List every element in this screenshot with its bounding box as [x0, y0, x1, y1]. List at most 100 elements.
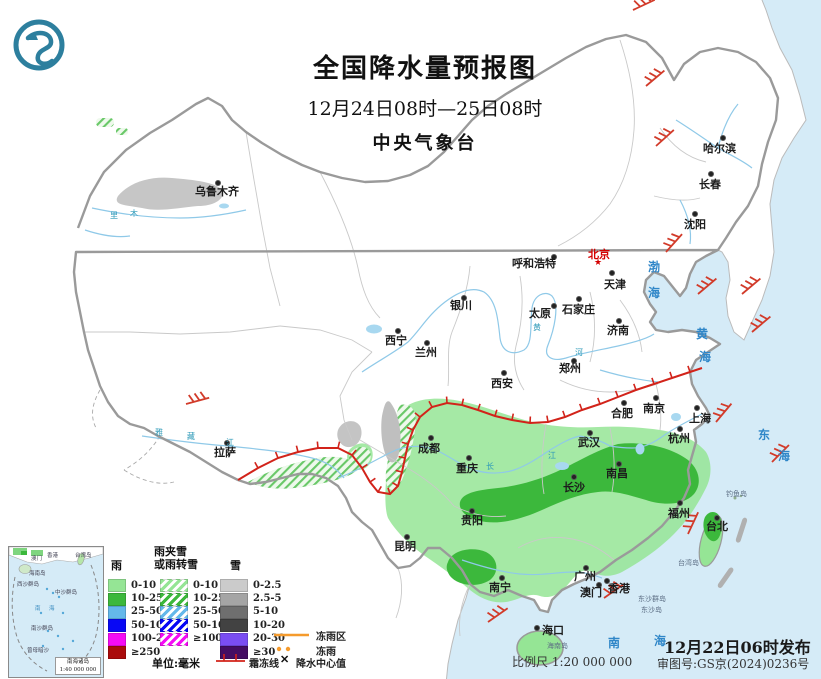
legend-sleet-title-2: 或雨转雪 — [154, 558, 198, 571]
city-dot — [587, 430, 593, 436]
sea-label: 渤 — [648, 260, 662, 274]
frost-line-icon — [216, 654, 245, 662]
precip-center-label: 降水中心值 — [296, 659, 346, 670]
legend-swatch — [220, 619, 248, 633]
diaoyu-islands — [733, 494, 743, 500]
city-label-西宁: 西宁 — [385, 334, 407, 347]
map-scale: 比例尺 1:20 000 000 — [512, 655, 633, 669]
city-dot — [534, 625, 540, 631]
legend-range-label: ≥100 — [193, 633, 223, 645]
city-label-乌鲁木齐: 乌鲁木齐 — [195, 185, 239, 198]
inset-caption-name: 南海诸岛 — [66, 658, 89, 665]
legend-range-label: 50-100 — [193, 619, 232, 631]
legend-range-label: 50-100 — [131, 619, 170, 631]
inset-label: 曾母暗沙 — [27, 648, 50, 654]
legend-range-label: 0-10 — [193, 579, 219, 591]
city-dot — [720, 135, 726, 141]
legend-swatch — [160, 632, 188, 646]
city-dot — [616, 318, 622, 324]
city-dot — [499, 575, 505, 581]
legend-swatch — [220, 592, 248, 606]
city-dot — [469, 508, 475, 514]
city-dot — [461, 295, 467, 301]
legend-row-rain: 10-25 — [108, 592, 177, 606]
legend-swatch — [108, 646, 126, 660]
city-label-银川: 银川 — [450, 299, 472, 312]
legend-range-label: 5-10 — [253, 606, 279, 618]
city-dot — [215, 180, 221, 186]
legend-sleet-title-1: 雨夹雪 — [154, 545, 187, 558]
island-label: 台湾岛 — [678, 559, 699, 567]
legend-range-label: ≥250 — [131, 646, 161, 658]
river-label: 藏 — [187, 432, 195, 441]
city-dot — [395, 328, 401, 334]
legend-range-label: 0-10 — [131, 579, 157, 591]
city-label-长沙: 长沙 — [563, 481, 585, 494]
city-label-哈尔滨: 哈尔滨 — [703, 142, 736, 155]
city-label-上海: 上海 — [689, 412, 711, 425]
city-label-天津: 天津 — [604, 278, 626, 291]
river-label: 河 — [575, 348, 583, 357]
city-label-台北: 台北 — [706, 520, 728, 533]
freezing-rain-icon — [276, 646, 291, 652]
legend-row-rain: 50-100 — [108, 619, 177, 633]
city-dot — [692, 211, 698, 217]
title-block: 全国降水量预报图 12月24日08时—25日08时 中央气象台 — [255, 48, 595, 155]
legend-swatch — [220, 632, 248, 646]
sleet-area-altai — [96, 118, 114, 127]
city-label-呼和浩特: 呼和浩特 — [512, 257, 556, 270]
legend-sleet-column: 0-10 10-25 25-50 50-100 ≥100 — [160, 579, 232, 646]
city-dot — [424, 340, 430, 346]
legend-swatch — [220, 605, 248, 619]
city-label-沈阳: 沈阳 — [684, 218, 706, 231]
city-dot — [616, 461, 622, 467]
inset-label: 香港 — [47, 553, 59, 559]
inset-label: 台湾岛 — [75, 553, 92, 559]
legend-rain-column: 0-10 10-25 25-50 50-100 100-250 ≥250 — [108, 579, 177, 660]
inset-label: 南沙群岛 — [31, 626, 54, 632]
city-label-太原: 太原 — [529, 307, 551, 320]
legend-swatch — [220, 646, 248, 660]
city-label-长春: 长春 — [699, 178, 721, 191]
city-dot — [677, 426, 683, 432]
city-dot — [609, 270, 615, 276]
legend-row-snow: 2.5-5 — [220, 592, 285, 606]
capital-star-icon: ★ — [594, 258, 603, 268]
legend-row-rain: 0-10 — [108, 579, 177, 593]
river-label: 长 — [486, 462, 494, 471]
inset-label: 西沙群岛 — [17, 582, 40, 588]
snow-area-urumqi — [116, 177, 223, 210]
legend-row-rain: 25-50 — [108, 605, 177, 619]
legend-swatch — [220, 579, 248, 593]
river-label: 江 — [548, 451, 556, 460]
city-label-福州: 福州 — [668, 507, 690, 520]
city-label-杭州: 杭州 — [668, 432, 690, 445]
river-label: 江 — [226, 438, 234, 447]
legend-row-snow: ≥30 — [220, 646, 285, 660]
sea-label: 海 — [654, 634, 668, 648]
legend-swatch — [160, 605, 188, 619]
legend-swatch — [108, 619, 126, 633]
island-label: 东沙岛 — [641, 606, 662, 614]
legend-row-sleet: 10-25 — [160, 592, 232, 606]
legend-swatch — [108, 605, 126, 619]
city-label-南宁: 南宁 — [489, 581, 511, 594]
city-label-海口: 海口 — [542, 624, 564, 637]
city-dot — [677, 500, 683, 506]
hainan-island — [516, 630, 564, 666]
island-label: 钓鱼岛 — [726, 490, 747, 498]
map-title: 全国降水量预报图 — [312, 54, 537, 84]
frost-line — [237, 365, 703, 496]
city-label-武汉: 武汉 — [578, 436, 600, 449]
cma-dragon-logo-icon — [13, 19, 65, 71]
city-label-北京: 北京 — [588, 248, 610, 261]
sea-label: 海 — [648, 286, 662, 300]
city-dot — [428, 435, 434, 441]
freezing-rain-label: 冻雨 — [316, 647, 336, 658]
legend-row-rain: ≥250 — [108, 646, 177, 660]
city-dot — [583, 565, 589, 571]
legend-row-rain: 100-250 — [108, 632, 177, 646]
inset-map — [9, 547, 103, 672]
inset-label: 澳门 — [31, 556, 43, 562]
city-dot — [576, 296, 582, 302]
